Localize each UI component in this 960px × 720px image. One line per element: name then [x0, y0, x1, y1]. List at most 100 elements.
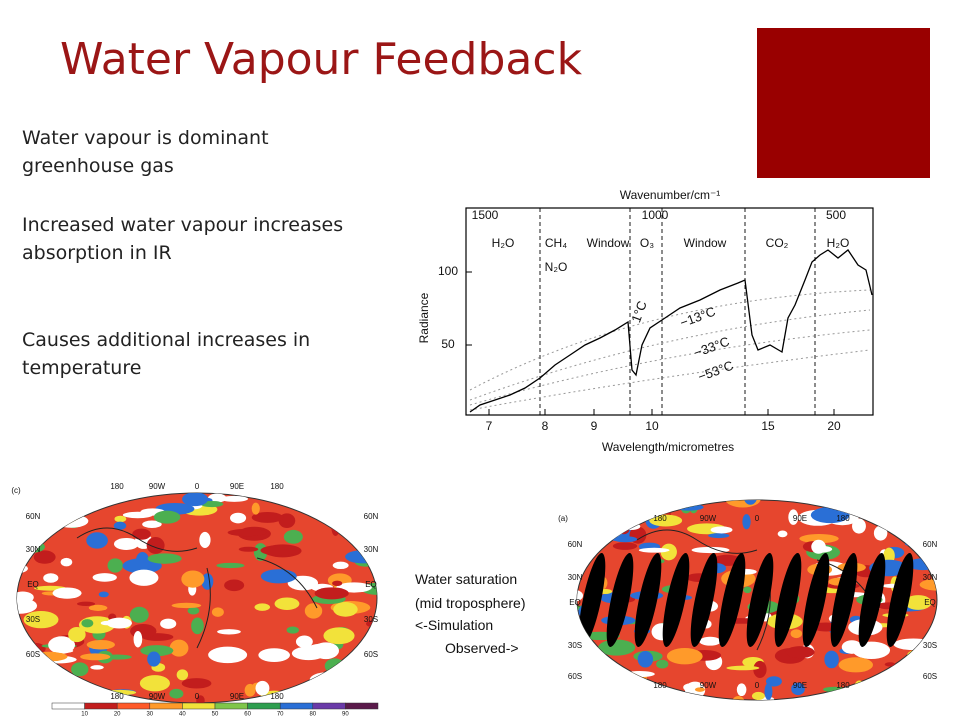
spectrum-label: Radiance	[417, 292, 431, 343]
colorbar-tick: 60	[244, 712, 251, 718]
field-patch	[907, 649, 929, 662]
map-label: 180	[653, 514, 667, 523]
spectrum-label: Wavelength/micrometres	[602, 440, 734, 454]
field-patch	[688, 500, 699, 514]
field-patch	[612, 542, 638, 550]
field-patch	[287, 575, 319, 591]
map-label: 30N	[26, 545, 41, 554]
field-patch	[856, 504, 888, 510]
field-patch	[333, 602, 358, 617]
field-patch	[323, 627, 355, 645]
field-patch	[181, 570, 205, 588]
field-patch	[208, 493, 227, 503]
coastline	[76, 527, 318, 649]
field-patch	[872, 500, 893, 507]
spectrum-label: 8	[542, 419, 549, 433]
field-patch	[187, 607, 200, 615]
field-patch	[153, 510, 181, 524]
field-patch	[92, 573, 117, 582]
field-patch	[244, 683, 256, 697]
field-patch	[916, 508, 937, 526]
field-patch	[849, 500, 882, 504]
map-label: EQ	[365, 580, 377, 589]
field-patch	[897, 692, 928, 700]
field-patch	[368, 493, 377, 501]
field-patch	[160, 618, 177, 629]
field-patch	[656, 659, 669, 669]
field-patch	[841, 640, 863, 654]
bullet: Water vapour is dominant greenhouse gas	[22, 127, 269, 177]
map-label: 30N	[364, 545, 379, 554]
map-label: 180	[836, 514, 850, 523]
field-patch	[23, 610, 59, 629]
field-patch	[304, 603, 323, 619]
field-patch	[106, 617, 132, 629]
field-patch	[43, 573, 59, 583]
field-patch	[58, 493, 87, 496]
map-label: 60S	[364, 650, 378, 659]
field-patch	[902, 657, 913, 669]
missing-swath	[690, 553, 718, 647]
spectrum-label: 10	[645, 419, 659, 433]
colorbar-cell	[84, 702, 118, 710]
field-patch	[286, 626, 299, 634]
spectrum-label: Window	[684, 236, 727, 250]
caption: Water saturation	[415, 571, 518, 587]
map-label: 60N	[26, 512, 41, 521]
field-patch	[811, 539, 826, 554]
field-patch	[208, 646, 248, 664]
spectrum-label: CH₄	[545, 236, 567, 250]
field-patch	[17, 551, 22, 568]
map-label: 60N	[568, 540, 583, 549]
map-label: 180	[110, 482, 124, 491]
colorbar-cell	[214, 702, 248, 710]
field-patch	[637, 650, 654, 668]
field-patch	[731, 696, 745, 700]
field-patch	[80, 653, 111, 661]
caption: Observed->	[445, 640, 519, 656]
field-patch	[81, 619, 94, 628]
colorbar-tick: 20	[114, 712, 121, 718]
map-label: 90E	[230, 692, 244, 701]
map-label: 0	[755, 681, 760, 690]
colorbar-cell	[116, 702, 151, 710]
spectrum-figure: Wavenumber/cm⁻¹ 1500 1000 500 100 50 Radiance 7…	[417, 188, 874, 454]
field-patch	[621, 503, 658, 509]
map-label: 90E	[230, 482, 244, 491]
field-patch	[17, 514, 27, 526]
field-patch	[731, 500, 741, 503]
field-patch	[147, 651, 161, 667]
map-label: 0	[195, 692, 200, 701]
field-patch	[710, 526, 733, 534]
field-patch	[113, 521, 127, 530]
field-patch	[171, 602, 202, 609]
caption: (mid troposphere)	[415, 595, 526, 611]
colorbar-cell	[51, 702, 85, 710]
map-label: 30S	[364, 615, 378, 624]
missing-swath	[774, 553, 802, 647]
map-label: 60S	[923, 672, 937, 681]
map-label: (a)	[558, 514, 568, 523]
field-patch	[861, 643, 872, 656]
field-patch	[251, 511, 284, 523]
field-patch	[227, 528, 267, 537]
field-patch	[139, 675, 170, 692]
field-patch	[309, 672, 344, 688]
spectrum-label: H₂O	[492, 236, 515, 250]
field-patch	[584, 500, 621, 517]
spectrum-label: CO₂	[766, 236, 789, 250]
spectrum-label: Window	[587, 236, 630, 250]
field-patch	[596, 514, 627, 531]
map-label: 30S	[923, 641, 937, 650]
field-patch	[129, 569, 159, 586]
field-patch	[377, 492, 386, 499]
field-patch	[345, 522, 360, 534]
colorbar-tick: 30	[146, 712, 153, 718]
field-patch	[230, 512, 247, 524]
field-patch	[254, 603, 271, 611]
spectrum-label: 1000	[642, 208, 669, 222]
field-patch	[60, 689, 72, 703]
field-patch	[791, 682, 805, 696]
